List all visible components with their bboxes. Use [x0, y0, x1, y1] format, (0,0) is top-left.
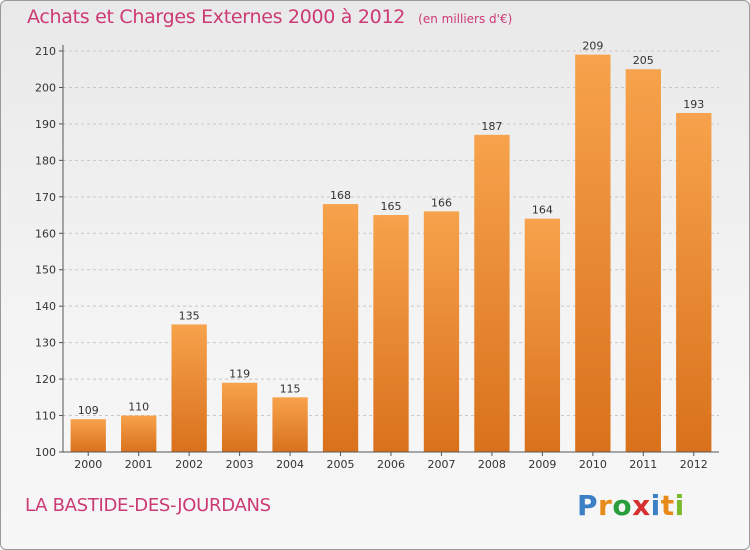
bar: [676, 112, 712, 453]
x-tick-label: 2011: [629, 458, 657, 471]
y-tick-label: 210: [35, 45, 56, 58]
bar: [171, 324, 207, 452]
bar: [322, 204, 359, 452]
bar-value-label: 168: [330, 189, 351, 202]
bar-value-label: 209: [582, 40, 603, 53]
bar-value-label: 193: [683, 98, 704, 111]
y-tick-label: 190: [35, 118, 56, 131]
x-tick-label: 2000: [74, 458, 102, 471]
bar-value-label: 115: [280, 382, 301, 395]
bar-value-label: 135: [179, 309, 200, 322]
logo-letter: t: [660, 489, 675, 522]
chart-title: Achats et Charges Externes 2000 à 2012 (…: [27, 6, 512, 28]
bar-value-label: 110: [128, 401, 149, 414]
y-tick-label: 140: [35, 300, 56, 313]
logo-letter: r: [598, 489, 613, 522]
x-tick-label: 2004: [276, 458, 304, 471]
x-tick-label: 2007: [427, 458, 455, 471]
bar: [575, 54, 611, 453]
bar: [70, 419, 106, 452]
chart-title-text: Achats et Charges Externes 2000 à 2012: [27, 6, 406, 28]
bar-value-label: 166: [431, 196, 452, 209]
x-tick-label: 2009: [528, 458, 556, 471]
chart-unit-note: (en milliers d'€): [418, 12, 513, 26]
logo-letter: o: [612, 489, 633, 522]
x-tick-label: 2008: [478, 458, 506, 471]
x-tick-label: 2001: [125, 458, 153, 471]
bar: [474, 134, 510, 452]
bar: [625, 69, 661, 453]
x-tick-label: 2003: [226, 458, 254, 471]
x-tick-label: 2006: [377, 458, 405, 471]
y-tick-label: 100: [35, 446, 56, 459]
bar-value-label: 205: [633, 54, 654, 67]
logo-letter: i: [650, 489, 661, 522]
y-tick-label: 110: [35, 410, 56, 423]
y-tick-label: 130: [35, 337, 56, 350]
y-tick-label: 170: [35, 191, 56, 204]
x-tick-label: 2002: [175, 458, 203, 471]
bar: [373, 215, 409, 452]
x-tick-label: 2012: [680, 458, 708, 471]
bar-value-label: 165: [381, 200, 402, 213]
logo-letter: x: [632, 489, 651, 522]
x-tick-label: 2010: [579, 458, 607, 471]
proxiti-logo: Proxiti: [577, 489, 685, 522]
bar: [272, 397, 308, 452]
bar-value-label: 187: [481, 120, 502, 133]
y-tick-label: 120: [35, 373, 56, 386]
y-tick-label: 150: [35, 264, 56, 277]
bar-value-label: 119: [229, 368, 250, 381]
logo-letter: P: [577, 489, 599, 522]
logo-letter: i: [674, 489, 685, 522]
bar: [121, 415, 157, 452]
bar: [423, 211, 460, 452]
bar-value-label: 109: [78, 404, 99, 417]
y-tick-label: 160: [35, 227, 56, 240]
y-tick-label: 180: [35, 154, 56, 167]
location-label: LA BASTIDE-DES-JOURDANS: [25, 495, 271, 516]
bar: [221, 382, 258, 452]
bar: [524, 218, 561, 452]
x-tick-label: 2005: [327, 458, 355, 471]
y-tick-label: 200: [35, 81, 56, 94]
bar-value-label: 164: [532, 204, 553, 217]
